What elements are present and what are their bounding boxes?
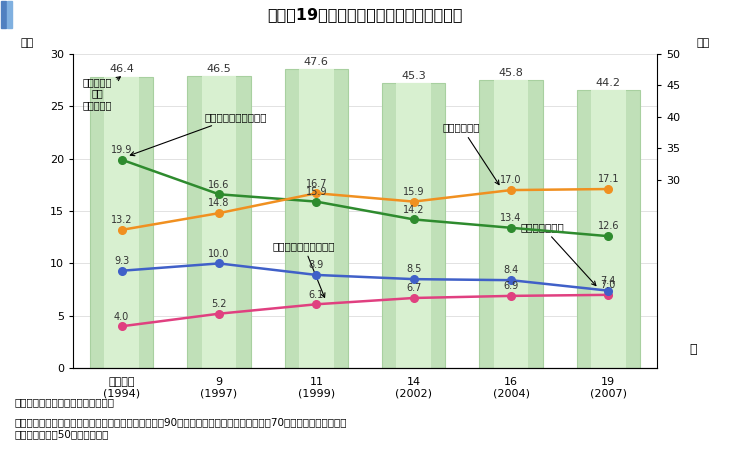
Text: 15.9: 15.9 [403, 187, 424, 197]
Text: 15.9: 15.9 [306, 187, 327, 197]
Text: 16.6: 16.6 [208, 180, 230, 189]
Text: 4.0: 4.0 [114, 312, 129, 321]
Text: 45.8: 45.8 [499, 68, 523, 78]
Text: 8.4: 8.4 [504, 265, 518, 276]
Text: 総合スーパー: 総合スーパー [443, 123, 499, 185]
Bar [201, 76, 237, 368]
Bar [577, 90, 640, 368]
Text: 17.0: 17.0 [500, 176, 522, 185]
Text: 46.5: 46.5 [207, 64, 231, 74]
Bar [493, 80, 529, 368]
Text: 6.1: 6.1 [309, 290, 324, 299]
Bar [396, 84, 431, 368]
Bar [188, 76, 250, 368]
Text: 14.8: 14.8 [208, 198, 230, 208]
Text: 17.1: 17.1 [598, 174, 619, 185]
Bar [285, 69, 348, 368]
Bar [90, 76, 153, 368]
Text: 19.9: 19.9 [111, 145, 132, 155]
Text: 46.4: 46.4 [110, 64, 134, 75]
Text: 10.0: 10.0 [208, 249, 230, 259]
Text: 7.0: 7.0 [601, 280, 616, 290]
Text: 47.6: 47.6 [304, 57, 328, 67]
Text: 12.6: 12.6 [598, 221, 619, 232]
Text: コンビニエンスストア: コンビニエンスストア [272, 241, 335, 297]
Text: 6.9: 6.9 [504, 281, 518, 291]
Text: 兆円: 兆円 [20, 38, 34, 48]
Bar [299, 69, 334, 368]
Bar [1, 1, 6, 28]
Text: 13.2: 13.2 [111, 215, 132, 225]
Text: 16.7: 16.7 [306, 179, 327, 189]
Text: 図２－19　食品小売業の商品販売額の推移: 図２－19 食品小売業の商品販売額の推移 [267, 7, 463, 22]
Bar [7, 1, 12, 28]
Text: 13.4: 13.4 [500, 213, 522, 223]
Text: 資料：経済産業省「商業統計調査」: 資料：経済産業省「商業統計調査」 [15, 397, 115, 407]
Bar [591, 90, 626, 368]
Text: ～: ～ [689, 343, 696, 356]
Bar [382, 84, 445, 368]
Text: 44.2: 44.2 [596, 78, 620, 88]
Text: 注：食料品専門店は取扱商品販売額のうち食料品が90％以上の店舗、食料品スーパーは70％以上の店舗、食料品
　　　中心店は50％以上の店舗: 注：食料品専門店は取扱商品販売額のうち食料品が90％以上の店舗、食料品スーパーは… [15, 418, 347, 439]
Text: 7.4: 7.4 [601, 276, 616, 286]
Text: 食品小売業
全体
（右目盛）: 食品小売業 全体 （右目盛） [82, 77, 120, 110]
Text: 6.7: 6.7 [406, 283, 421, 293]
Text: 45.3: 45.3 [402, 71, 426, 81]
Text: 5.2: 5.2 [211, 299, 227, 309]
Text: 9.3: 9.3 [114, 256, 129, 266]
Text: 8.9: 8.9 [309, 260, 324, 270]
Bar [480, 80, 542, 368]
Text: 兆円: 兆円 [696, 38, 710, 48]
Text: 8.5: 8.5 [406, 264, 421, 274]
Text: 14.2: 14.2 [403, 205, 424, 215]
Bar [104, 76, 139, 368]
Text: 食料品スーパー: 食料品スーパー [520, 222, 596, 286]
Text: 食料品専門店・中心店: 食料品専門店・中心店 [131, 112, 267, 156]
